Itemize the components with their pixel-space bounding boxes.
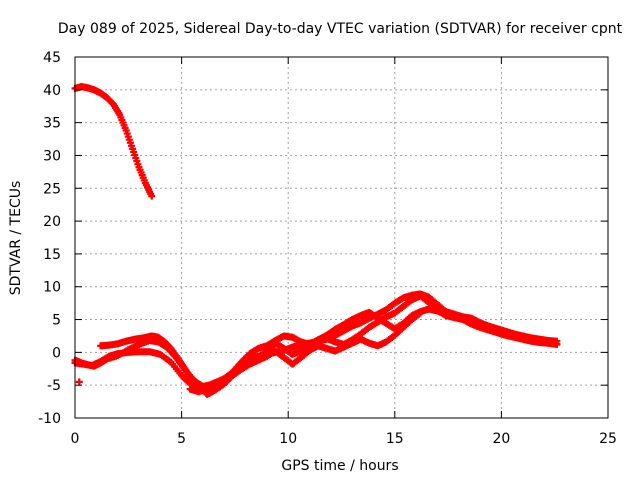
y-tick-label: 10	[43, 280, 61, 296]
y-tick-label: -5	[47, 378, 61, 394]
x-tick-label: 15	[386, 431, 404, 447]
x-tick-label: 10	[279, 431, 297, 447]
series-high-track	[71, 83, 156, 200]
plot-frame	[74, 56, 609, 419]
x-tick-label: 5	[177, 431, 186, 447]
data-point	[416, 309, 424, 317]
series-low-track-d	[186, 309, 424, 396]
y-tick-label: 30	[43, 148, 61, 164]
data-points	[71, 83, 561, 398]
y-axis-label: SDTVAR / TECUs	[8, 181, 24, 296]
grid	[75, 57, 608, 418]
x-tick-label: 0	[71, 431, 80, 447]
chart-title: Day 089 of 2025, Sidereal Day-to-day VTE…	[58, 21, 623, 37]
ticks: 0 5 10 15 20 25 -10 -5 0 5 10 15 20 25 30 35 40 45	[38, 50, 617, 447]
y-tick-label: 0	[52, 345, 61, 361]
data-point	[148, 192, 156, 200]
y-tick-label: 45	[43, 50, 61, 66]
y-tick-label: 35	[43, 116, 61, 132]
y-tick-label: 5	[52, 313, 61, 329]
data-point	[553, 340, 561, 348]
series-outlier	[75, 378, 83, 386]
x-tick-label: 20	[492, 431, 510, 447]
outlier-point	[75, 378, 83, 386]
y-tick-label: 40	[43, 83, 61, 99]
x-axis-label: GPS time / hours	[281, 458, 398, 474]
y-tick-label: -10	[38, 411, 61, 427]
y-tick-label: 25	[43, 181, 61, 197]
y-tick-label: 20	[43, 214, 61, 230]
y-tick-label: 15	[43, 247, 61, 263]
x-tick-label: 25	[599, 431, 617, 447]
